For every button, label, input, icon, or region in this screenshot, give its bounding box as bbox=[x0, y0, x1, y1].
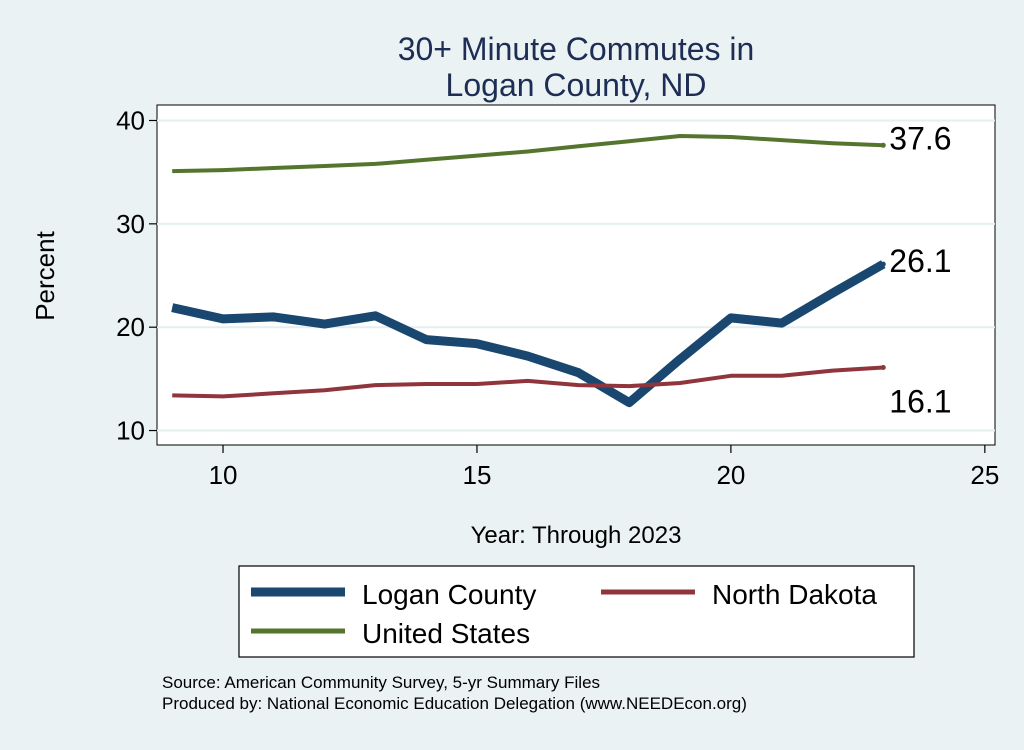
series-line-united-states bbox=[172, 134, 884, 174]
end-label-united-states: 37.6 bbox=[889, 120, 951, 156]
legend-box bbox=[238, 565, 915, 658]
axes: 10 20 30 40 10 15 20 25 bbox=[116, 106, 999, 490]
x-tick-label: 25 bbox=[970, 460, 999, 490]
end-point-north-dakota bbox=[880, 364, 886, 370]
series-line-logan-county bbox=[171, 260, 886, 408]
y-tick-label: 40 bbox=[116, 106, 145, 136]
end-labels: 26.1 16.1 37.6 bbox=[889, 120, 951, 419]
end-point-logan-county bbox=[880, 261, 886, 267]
legend-label-north-dakota: North Dakota bbox=[712, 579, 877, 610]
legend: Logan County North Dakota United States bbox=[238, 565, 915, 658]
series-lines bbox=[171, 134, 886, 408]
y-tick-label: 30 bbox=[116, 209, 145, 239]
producer-note: Produced by: National Economic Education… bbox=[162, 694, 747, 713]
chart-title-line-2: Logan County, ND bbox=[446, 67, 707, 103]
series-line-north-dakota bbox=[172, 365, 884, 399]
y-tick-label: 10 bbox=[116, 416, 145, 446]
end-label-logan-county: 26.1 bbox=[889, 243, 951, 279]
end-point-united-states bbox=[880, 142, 886, 148]
legend-label-logan-county: Logan County bbox=[362, 579, 536, 610]
chart-title-line-1: 30+ Minute Commutes in bbox=[398, 31, 755, 67]
source-note: Source: American Community Survey, 5-yr … bbox=[162, 673, 600, 692]
legend-label-united-states: United States bbox=[362, 618, 530, 649]
end-label-north-dakota: 16.1 bbox=[889, 383, 951, 419]
x-tick-label: 15 bbox=[463, 460, 492, 490]
x-tick-label: 20 bbox=[716, 460, 745, 490]
x-tick-label: 10 bbox=[209, 460, 238, 490]
x-axis-label: Year: Through 2023 bbox=[471, 522, 682, 549]
y-tick-label: 20 bbox=[116, 312, 145, 342]
gridlines bbox=[157, 119, 995, 432]
y-axis-label: Percent bbox=[30, 230, 60, 320]
